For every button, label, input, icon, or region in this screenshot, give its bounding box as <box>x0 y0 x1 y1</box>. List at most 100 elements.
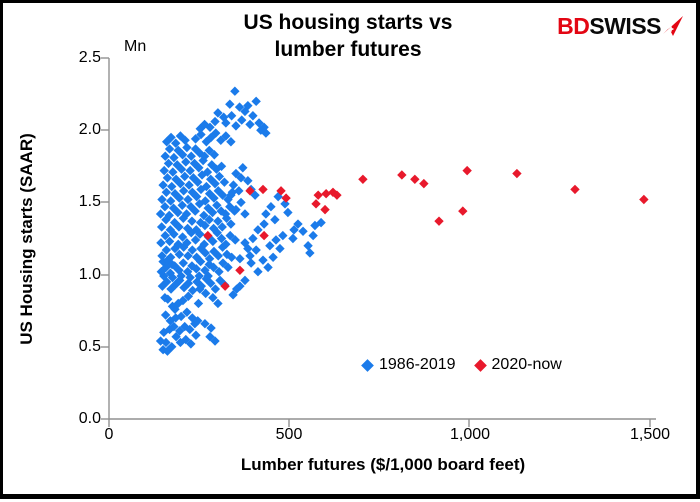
scatter-point-1986-2019 <box>265 241 275 251</box>
scatter-point-1986-2019 <box>156 222 167 232</box>
scatter-point-1986-2019 <box>185 324 195 335</box>
scatter-point-1986-2019 <box>182 267 193 277</box>
scatter-point-1986-2019 <box>174 222 184 232</box>
scatter-point-1986-2019 <box>195 229 205 239</box>
chart-title: US housing starts vs lumber futures <box>118 9 578 64</box>
scatter-point-1986-2019 <box>202 167 213 177</box>
scatter-point-2020-now <box>332 190 342 200</box>
x-tick-label: 500 <box>275 426 303 443</box>
scatter-point-1986-2019 <box>266 202 276 212</box>
scatter-point-1986-2019 <box>270 215 280 225</box>
scatter-point-1986-2019 <box>174 249 185 260</box>
scatter-point-1986-2019 <box>223 262 233 273</box>
scatter-point-1986-2019 <box>204 215 214 225</box>
scatter-point-1986-2019 <box>165 225 176 235</box>
scatter-point-2020-now <box>397 170 407 180</box>
scatter-point-1986-2019 <box>176 164 187 174</box>
scatter-point-1986-2019 <box>226 137 236 147</box>
scatter-point-2020-now <box>203 230 213 241</box>
scatter-point-1986-2019 <box>161 187 172 197</box>
scatter-point-1986-2019 <box>236 173 246 183</box>
scatter-point-1986-2019 <box>178 186 189 196</box>
scatter-point-1986-2019 <box>169 152 179 163</box>
scatter-point-1986-2019 <box>216 161 227 171</box>
scatter-point-1986-2019 <box>226 111 237 121</box>
scatter-point-1986-2019 <box>166 132 176 143</box>
scatter-point-1986-2019 <box>230 235 240 245</box>
scatter-point-1986-2019 <box>236 197 246 208</box>
scatter-point-2020-now <box>358 174 368 184</box>
scatter-point-1986-2019 <box>248 233 258 244</box>
scatter-point-1986-2019 <box>240 209 250 219</box>
scatter-point-1986-2019 <box>258 255 268 265</box>
scatter-point-1986-2019 <box>208 262 219 273</box>
scatter-point-2020-now <box>220 281 230 291</box>
scatter-point-1986-2019 <box>201 181 212 192</box>
scatter-point-1986-2019 <box>160 230 170 241</box>
scatter-point-1986-2019 <box>278 230 288 241</box>
scatter-point-1986-2019 <box>212 200 222 210</box>
y-tick-label: 1.0 <box>78 266 101 283</box>
scatter-point-1986-2019 <box>168 167 178 177</box>
scatter-point-1986-2019 <box>243 243 253 254</box>
scatter-point-2020-now <box>320 204 330 215</box>
legend-label: 2020-now <box>491 356 562 373</box>
scatter-point-2020-now <box>259 230 269 241</box>
scatter-point-1986-2019 <box>200 318 210 329</box>
scatter-point-1986-2019 <box>180 171 190 182</box>
scatter-plot <box>101 57 656 427</box>
scatter-point-1986-2019 <box>271 235 281 245</box>
scatter-point-1986-2019 <box>178 213 188 223</box>
logo-swiss-text: SWISS <box>589 13 661 39</box>
y-tick-label: 0.5 <box>78 338 101 355</box>
legend-item-1986-2019: 1986-2019 <box>361 356 456 374</box>
scatter-point-1986-2019 <box>228 290 238 300</box>
scatter-point-1986-2019 <box>163 158 174 169</box>
scatter-point-1986-2019 <box>200 220 210 231</box>
scatter-point-1986-2019 <box>190 134 201 144</box>
scatter-point-1986-2019 <box>220 209 231 219</box>
scatter-point-1986-2019 <box>259 122 269 133</box>
chart-legend: 1986-2019 2020-now <box>361 356 562 374</box>
scatter-point-1986-2019 <box>235 281 245 291</box>
scatter-point-1986-2019 <box>210 178 220 189</box>
scatter-point-1986-2019 <box>217 190 228 200</box>
scatter-point-1986-2019 <box>231 121 241 131</box>
scatter-point-1986-2019 <box>185 165 195 176</box>
scatter-point-1986-2019 <box>211 128 221 138</box>
scatter-point-1986-2019 <box>178 258 188 268</box>
scatter-point-1986-2019 <box>165 196 176 206</box>
scatter-point-2020-now <box>321 189 331 199</box>
scatter-point-1986-2019 <box>199 239 209 249</box>
scatter-point-1986-2019 <box>160 202 170 212</box>
scatter-point-1986-2019 <box>226 190 236 200</box>
scatter-point-1986-2019 <box>174 193 185 203</box>
scatter-point-2020-now <box>258 184 268 195</box>
scatter-point-1986-2019 <box>214 171 225 182</box>
scatter-point-1986-2019 <box>187 216 197 226</box>
scatter-point-1986-2019 <box>174 265 184 275</box>
scatter-point-1986-2019 <box>193 298 204 309</box>
legend-label: 1986-2019 <box>379 356 456 373</box>
scatter-point-1986-2019 <box>178 295 188 306</box>
scatter-point-1986-2019 <box>157 251 167 261</box>
scatter-point-1986-2019 <box>158 180 168 190</box>
scatter-point-1986-2019 <box>157 281 168 291</box>
scatter-point-1986-2019 <box>208 236 218 247</box>
y-tick-label: 2.0 <box>78 121 101 138</box>
scatter-point-1986-2019 <box>251 96 261 107</box>
scatter-point-1986-2019 <box>164 144 175 154</box>
scatter-point-1986-2019 <box>190 206 200 216</box>
scatter-point-1986-2019 <box>183 194 193 205</box>
scatter-point-1986-2019 <box>206 323 216 333</box>
scatter-point-1986-2019 <box>184 180 194 190</box>
y-unit-label: Mn <box>124 38 147 55</box>
scatter-point-2020-now <box>235 265 245 275</box>
scatter-point-1986-2019 <box>221 239 231 249</box>
scatter-point-1986-2019 <box>171 138 181 148</box>
scatter-point-1986-2019 <box>234 102 245 112</box>
bdswiss-logo: BD SWISS <box>557 13 684 40</box>
scatter-point-1986-2019 <box>234 186 244 196</box>
scatter-point-1986-2019 <box>263 262 273 273</box>
